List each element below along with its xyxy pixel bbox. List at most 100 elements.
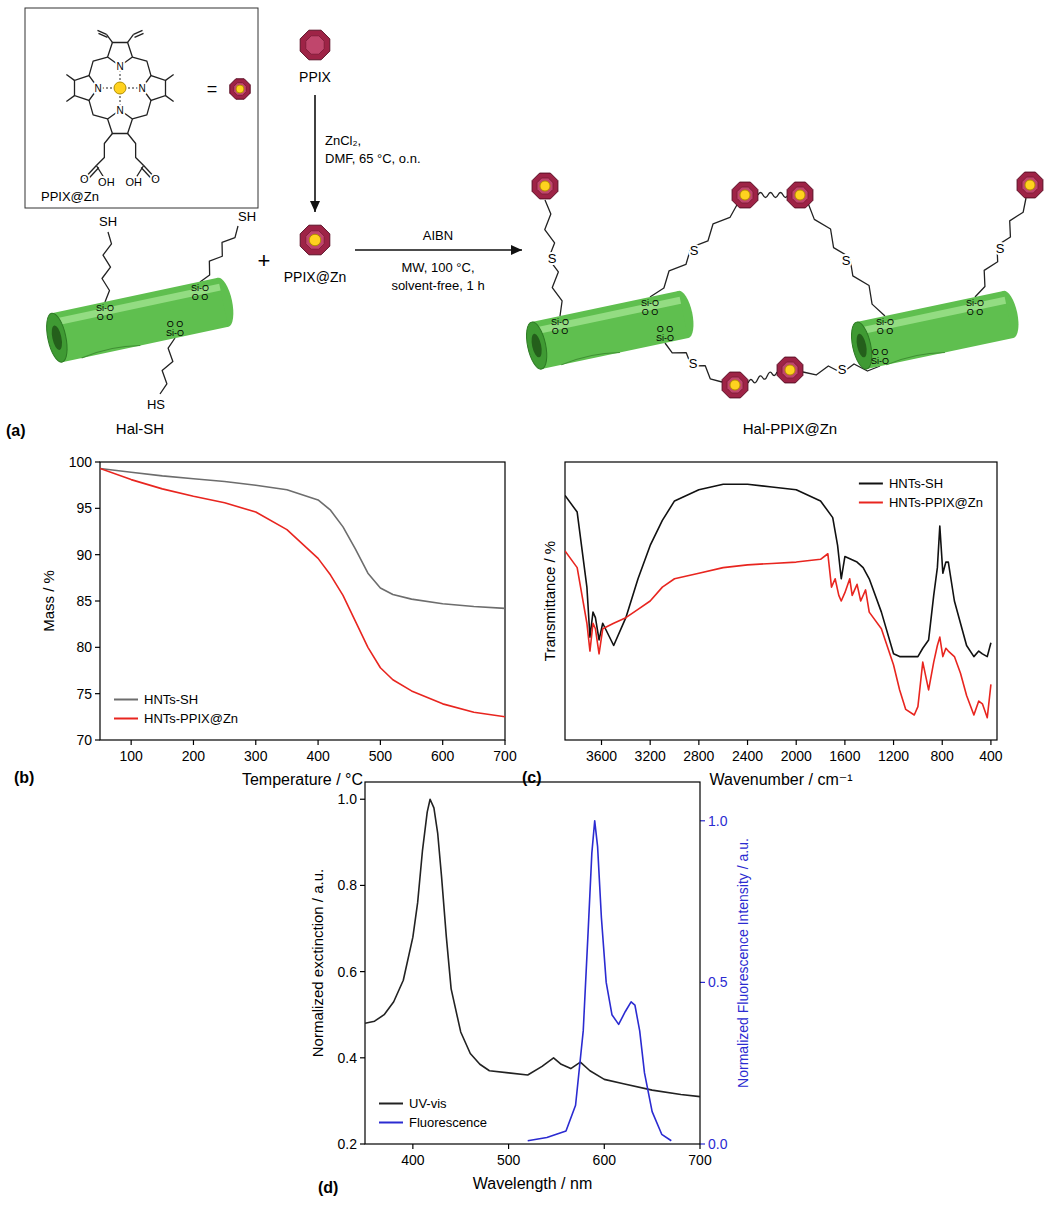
panel-label: (d) <box>318 1179 338 1196</box>
data-line <box>565 551 991 718</box>
legend: HNTs-SHHNTs-PPIX@Zn <box>859 476 983 510</box>
porphyrin-icon <box>1017 172 1043 198</box>
y2-tick <box>700 1143 705 1144</box>
tube-lumen <box>855 333 869 358</box>
chain <box>975 198 1026 297</box>
methyl-bond <box>166 74 174 80</box>
x-tick-label: 1200 <box>878 748 909 764</box>
zinc-center <box>730 380 740 390</box>
x-tick <box>255 740 256 745</box>
x-tick <box>504 740 505 745</box>
plot-area <box>100 468 505 716</box>
icon-inner <box>1022 177 1038 193</box>
porphyrin-icon <box>532 173 558 199</box>
meso-bridge <box>132 100 151 119</box>
x-tick-label: 700 <box>493 748 517 764</box>
y-tick-label: 0.8 <box>338 877 358 893</box>
tube-body <box>857 291 1014 369</box>
siloxane-label: O O <box>642 307 659 317</box>
y2-tick-label: 0.0 <box>708 1136 728 1152</box>
siloxane-label: O O <box>552 326 569 336</box>
halloysite-tube <box>848 289 1022 371</box>
chain <box>160 338 175 394</box>
y2-tick <box>700 982 705 983</box>
tube-highlight <box>53 284 221 326</box>
thiol-label: SH <box>238 209 256 224</box>
tube-lumen <box>50 325 64 351</box>
icon-inner <box>782 362 798 378</box>
legend: UV-visFluorescence <box>379 1096 487 1130</box>
chain <box>808 203 885 316</box>
x-axis-title: Wavelength / nm <box>473 1175 592 1192</box>
x-tick-label: 3200 <box>635 748 666 764</box>
chain <box>102 232 111 302</box>
panel-label: (c) <box>522 769 542 786</box>
icon-inner <box>306 36 324 54</box>
thiol-label: SH <box>99 214 117 229</box>
x-tick-label: 400 <box>979 748 1003 764</box>
y-tick <box>360 971 365 972</box>
data-line <box>100 468 505 716</box>
y-tick <box>95 600 100 601</box>
x-tick <box>796 740 797 745</box>
y-tick-label: 80 <box>76 639 92 655</box>
porphyrin-icon <box>230 79 250 99</box>
zinc-atom <box>114 82 126 94</box>
legend-swatch <box>114 699 138 701</box>
chain <box>200 226 238 282</box>
x-tick <box>942 740 943 745</box>
y-tick <box>95 739 100 740</box>
icon-inner <box>306 231 324 249</box>
bond <box>128 34 134 42</box>
x-tick <box>650 740 651 745</box>
siloxane-label: O O <box>97 312 114 322</box>
y-tick <box>360 885 365 886</box>
hydroxyl-label: OH <box>125 176 142 188</box>
x-axis-title: Wavenumber / cm⁻¹ <box>710 771 853 788</box>
x-axis-title: Temperature / °C <box>242 771 363 788</box>
x-tick-label: 700 <box>688 1152 712 1168</box>
chart: 3600320028002400200016001200800400Wavenu… <box>541 462 1003 788</box>
icon-outer <box>722 372 748 398</box>
x-tick <box>844 740 845 745</box>
x-tick-label: 2800 <box>683 748 714 764</box>
sulfur-label: S <box>689 356 698 371</box>
sulfur-label: S <box>842 253 851 268</box>
y-tick <box>95 461 100 462</box>
x-tick-label: 600 <box>593 1152 617 1168</box>
nitrogen-label: N <box>138 83 145 94</box>
x-tick-label: 200 <box>182 748 206 764</box>
conditions: DMF, 65 °C, o.n. <box>325 151 421 166</box>
legend-label: Fluorescence <box>409 1115 487 1130</box>
x-tick-label: 3600 <box>586 748 617 764</box>
zinc-center <box>740 190 750 200</box>
chain <box>650 203 738 297</box>
x-tick-label: 100 <box>119 748 143 764</box>
chart: 4005006007000.20.40.60.81.00.00.51.0Wave… <box>309 782 750 1192</box>
tube-mouth <box>43 311 71 364</box>
legend-swatch <box>379 1122 403 1124</box>
x-tick <box>412 1144 413 1149</box>
meso-bridge <box>132 57 151 76</box>
y-tick <box>95 693 100 694</box>
x-tick-label: 2400 <box>732 748 763 764</box>
porphyrin-icon <box>787 182 813 208</box>
x-tick-label: 400 <box>306 748 330 764</box>
zinc-center <box>236 85 244 93</box>
plot-frame <box>100 462 505 740</box>
arrow-head <box>310 201 320 212</box>
sulfur-label: S <box>996 241 1005 256</box>
y-tick-label: 85 <box>76 593 92 609</box>
y2-tick <box>700 820 705 821</box>
tube-lumen <box>530 333 544 358</box>
nitrogen-label: N <box>94 83 101 94</box>
conditions: solvent-free, 1 h <box>391 278 484 293</box>
x-tick-label: 800 <box>931 748 955 764</box>
equals-sign: = <box>207 79 218 99</box>
carbonyl <box>87 168 99 181</box>
x-tick-label: 500 <box>369 748 393 764</box>
panel-label: (a) <box>6 422 26 439</box>
data-line <box>565 484 991 656</box>
y2-axis-title: Normalized Fluorescence Intensity / a.u. <box>735 838 751 1088</box>
reagent-label: PPIX <box>299 69 332 85</box>
